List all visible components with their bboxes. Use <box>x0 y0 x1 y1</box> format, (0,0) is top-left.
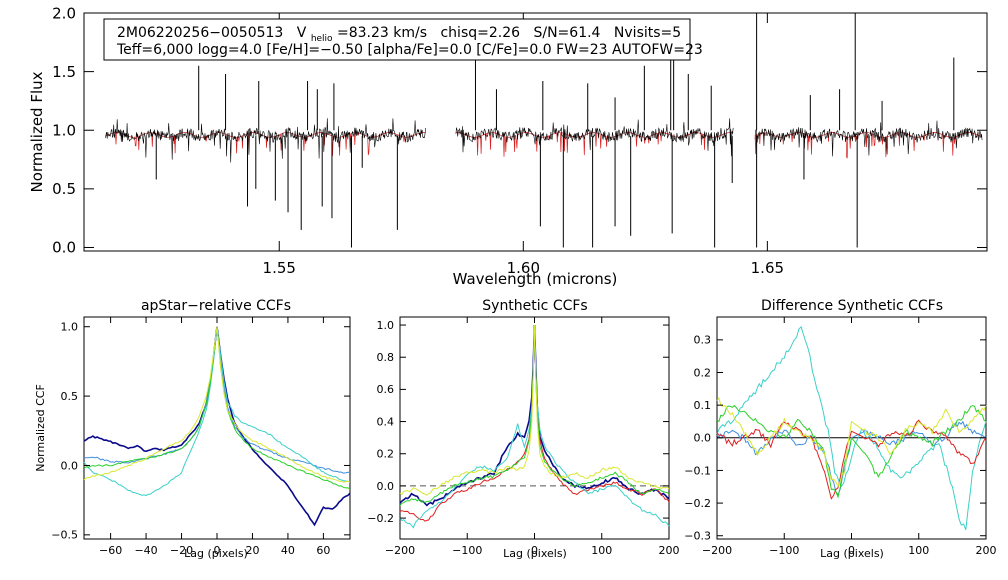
annotation-box: 2M06220256−0050513 V helio =83.23 km/s c… <box>103 18 703 61</box>
x-tick-label: 60 <box>316 544 330 557</box>
y-tick-label: −0.2 <box>367 512 394 525</box>
y-tick-label: 1.0 <box>377 319 395 332</box>
y-tick-label: 0.0 <box>61 459 79 472</box>
y-tick-label: 0.0 <box>694 432 712 445</box>
synthetic-ccf-xlabel: Lag (pixels) <box>503 547 567 560</box>
x-tick-label: 0 <box>214 544 221 557</box>
x-tick-label: 200 <box>659 544 680 557</box>
x-tick-label: 20 <box>245 544 259 557</box>
x-tick-label: −200 <box>385 544 415 557</box>
y-tick-label: 0.3 <box>694 334 712 347</box>
y-tick-label: 1.0 <box>52 121 76 139</box>
apstar-ccf-series <box>83 326 351 527</box>
apstar-ccf-panel: apStar−relative CCFs −60 −40 −20 0 20 40 60 −0.… <box>34 298 351 560</box>
ccf-series-green <box>83 326 351 490</box>
x-tick-label: −100 <box>769 544 799 557</box>
x-tick-label: 0 <box>848 544 855 557</box>
ccf-series-red <box>716 419 987 500</box>
synthetic-ccf-title: Synthetic CCFs <box>482 298 587 314</box>
model-spectrum-chip <box>754 132 983 159</box>
ccf-series-cyan <box>716 325 987 530</box>
spectrum-ticks: 1.55 1.60 1.65 0.0 0.5 1.0 1.5 2.0 <box>52 4 987 277</box>
y-tick-label: −0.2 <box>684 497 711 510</box>
y-tick-label: −0.5 <box>51 529 78 542</box>
x-tick-label: 1.65 <box>751 259 784 277</box>
ccf-series-yellow <box>83 326 351 483</box>
x-tick-label: −200 <box>702 544 732 557</box>
y-tick-label: 0.2 <box>694 366 712 379</box>
x-tick-label: 100 <box>591 544 612 557</box>
y-tick-label: 0.6 <box>377 383 395 396</box>
x-tick-label: −20 <box>170 544 193 557</box>
synthetic-ccf-ticks: −200 −100 0 100 200 −0.2 0.0 0.2 0.4 0.6 0.8 1.0 <box>367 317 680 557</box>
x-tick-label: 0 <box>531 544 538 557</box>
sn-value: S/N=61.4 <box>533 25 600 41</box>
apstar-ccf-xlabel: Lag (pixels) <box>184 547 248 560</box>
y-tick-label: 1.5 <box>52 63 76 81</box>
x-tick-label: 100 <box>908 544 929 557</box>
spectrum-panel: 1.55 1.60 1.65 0.0 0.5 1.0 1.5 2.0 Wavelength (… <box>28 4 988 288</box>
synthetic-ccf-series <box>399 324 670 529</box>
x-tick-label: 40 <box>281 544 295 557</box>
chisq-value: chisq=2.26 <box>440 25 520 41</box>
observed-spectrum-lines <box>105 13 983 248</box>
spectrum-xlabel: Wavelength (microns) <box>453 270 618 288</box>
synthetic-ccf-panel: Synthetic CCFs −200 −100 0 100 200 −0.2 0.0 0.2… <box>367 298 679 560</box>
observed-spectrum-chip <box>455 118 734 157</box>
annotation-line-1: 2M06220256−0050513 V helio =83.23 km/s c… <box>117 25 681 45</box>
difference-ccf-series <box>716 325 987 530</box>
y-tick-label: −0.1 <box>684 464 711 477</box>
model-spectrum-chip <box>455 132 734 157</box>
apstar-ccf-ylabel: Normalized CCF <box>34 384 47 472</box>
ccf-series-yellow <box>399 324 670 496</box>
y-tick-label: 0.5 <box>61 390 79 403</box>
vhelio-value: =83.23 km/s <box>337 25 427 41</box>
vhelio-subscript: helio <box>311 34 333 44</box>
x-tick-label: −100 <box>452 544 482 557</box>
vhelio-label: V <box>297 25 307 41</box>
ccf-series-green <box>716 404 987 499</box>
difference-ccf-frame <box>716 316 987 540</box>
y-tick-label: 0.8 <box>377 351 395 364</box>
observed-spectrum-chip <box>754 120 983 157</box>
x-tick-label: −40 <box>134 544 157 557</box>
y-tick-label: 0.5 <box>52 180 76 198</box>
annotation-frame <box>103 18 691 61</box>
difference-ccf-xlabel: Lag (pixels) <box>820 547 884 560</box>
difference-ccf-ticks: −200 −100 0 100 200 −0.3 −0.2 −0.1 0.0 0.1 0.2 0.3 <box>684 317 997 557</box>
nvisits-value: Nvisits=5 <box>614 25 681 41</box>
difference-ccf-title: Difference Synthetic CCFs <box>761 298 943 314</box>
y-tick-label: 0.4 <box>377 415 395 428</box>
x-tick-label: −60 <box>99 544 122 557</box>
y-tick-label: 0.0 <box>377 480 395 493</box>
x-tick-label: 1.60 <box>507 259 540 277</box>
x-tick-label: 1.55 <box>263 259 296 277</box>
annotation-line-2: Teff=6,000 logg=4.0 [Fe/H]=−0.50 [alpha/… <box>116 42 703 58</box>
ccf-series-blue <box>84 326 351 474</box>
apstar-ccf-title: apStar−relative CCFs <box>141 298 291 314</box>
y-tick-label: 2.0 <box>52 4 76 22</box>
difference-ccf-panel: Difference Synthetic CCFs −200 −100 0 100 20… <box>684 298 996 560</box>
ccf-series-navy <box>83 326 351 527</box>
y-tick-label: 0.0 <box>52 239 76 257</box>
y-tick-label: 0.1 <box>694 399 712 412</box>
apstar-ccf-frame <box>83 316 351 540</box>
observed-spectrum-chip <box>105 118 426 163</box>
apstar-ccf-ticks: −60 −40 −20 0 20 40 60 −0.5 0.0 0.5 1.0 <box>51 317 350 557</box>
synthetic-ccf-frame <box>399 316 670 540</box>
x-tick-label: 200 <box>976 544 997 557</box>
y-tick-label: 1.0 <box>61 321 79 334</box>
y-tick-label: −0.3 <box>684 530 711 543</box>
ccf-series-cyan <box>399 324 670 529</box>
ccf-series-blue <box>716 420 987 496</box>
ccf-series-yellow <box>716 397 987 488</box>
star-id: 2M06220256−0050513 <box>117 25 283 41</box>
y-tick-label: 0.2 <box>377 448 395 461</box>
ccf-series-red <box>399 324 670 522</box>
spectrum-frame <box>83 12 988 252</box>
spectrum-ylabel: Normalized Flux <box>28 71 46 192</box>
